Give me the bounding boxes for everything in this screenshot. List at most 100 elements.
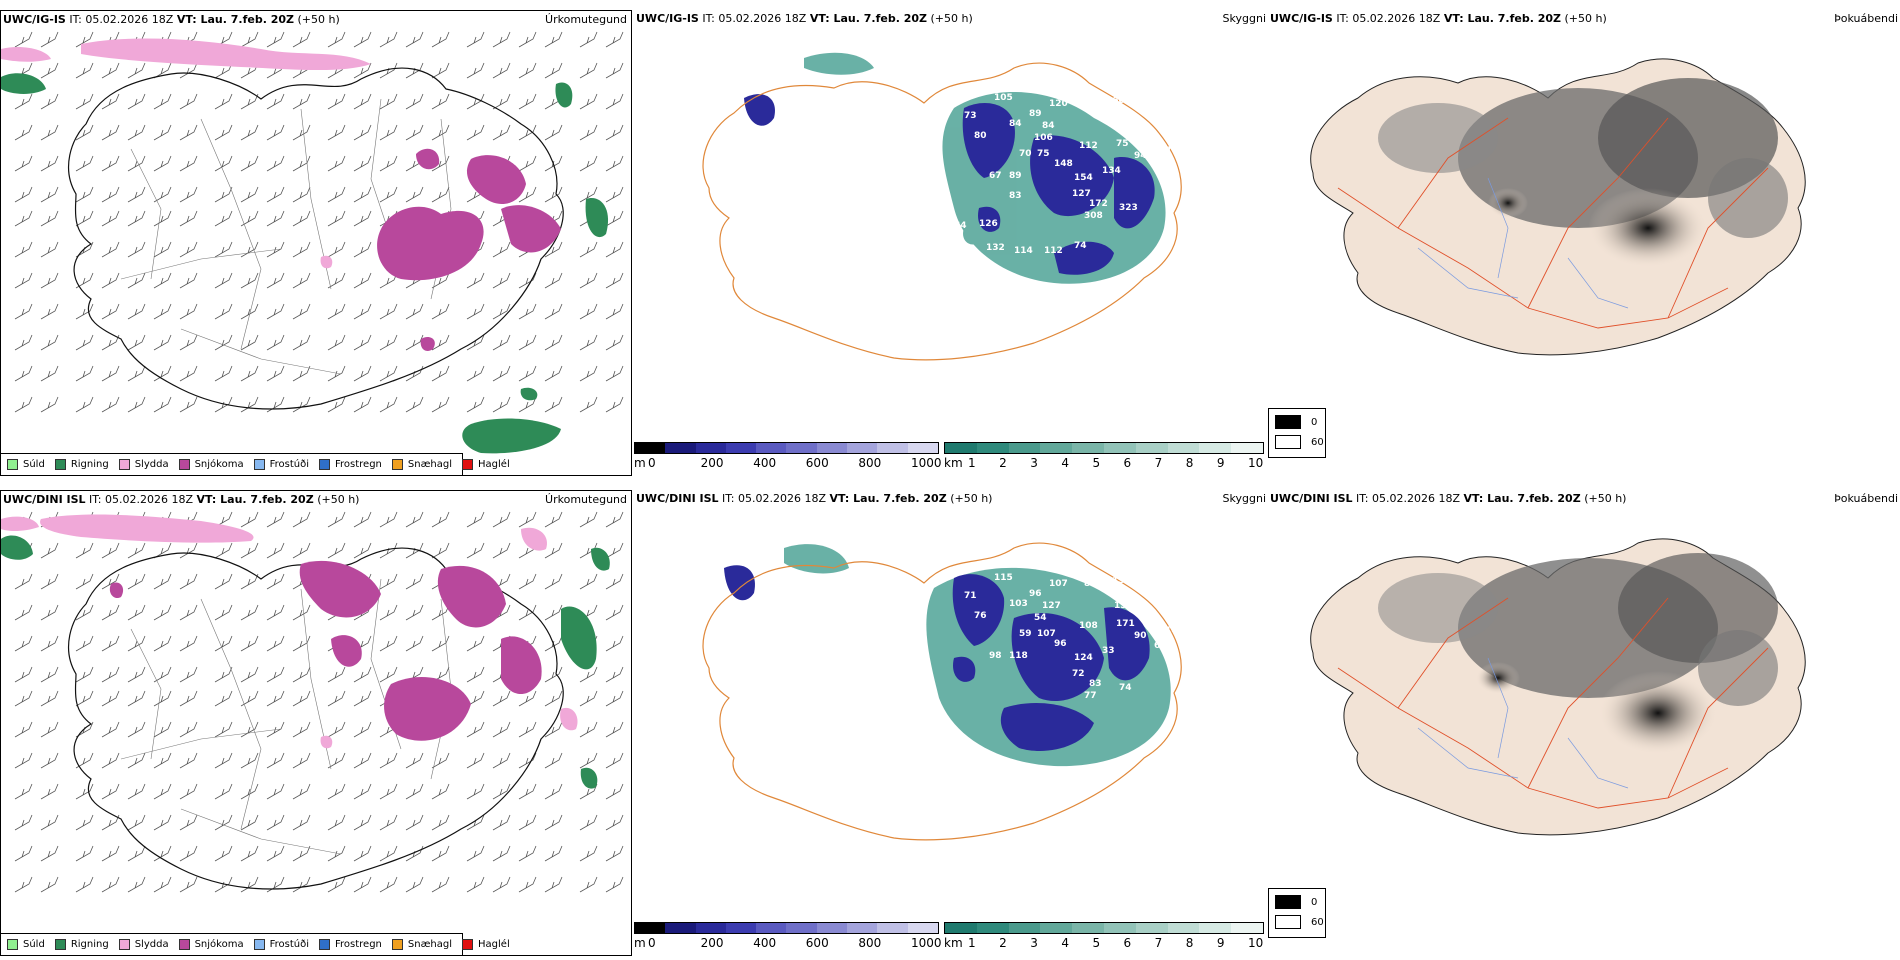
wind-barb	[179, 272, 198, 289]
cloud-base-label: 77	[1029, 561, 1042, 571]
wind-barb	[266, 396, 285, 413]
wind-barb	[379, 752, 398, 769]
wind-barb	[544, 124, 563, 141]
wind-barb	[127, 690, 146, 707]
wind-barb	[179, 783, 198, 800]
cloud-base-label: 64	[954, 221, 967, 231]
cloud-base-label: 115	[994, 573, 1013, 583]
wind-barb	[127, 604, 146, 621]
wind-barb	[579, 876, 598, 893]
wind-barb	[379, 783, 398, 800]
valid-time: VT: Lau. 7.feb. 20Z	[1443, 12, 1561, 25]
colorbar-tick: 9	[1216, 936, 1225, 950]
legend-item: Snæhagl	[391, 459, 452, 470]
colorbar-tick: 200	[700, 936, 724, 950]
wind-barb	[292, 721, 311, 738]
wind-barb	[266, 666, 285, 683]
fog-legend-swatch	[1275, 895, 1301, 909]
wind-barb	[240, 690, 259, 707]
fog-legend-item: 0	[1275, 415, 1317, 429]
wind-barb	[127, 721, 146, 738]
wind-barb	[127, 241, 146, 258]
wind-barb	[544, 365, 563, 382]
wind-barb	[266, 155, 285, 172]
wind-barb	[605, 155, 624, 172]
wind-barb	[466, 635, 485, 652]
wind-barb	[75, 876, 94, 893]
wind-barb	[179, 721, 198, 738]
wind-barb	[266, 334, 285, 351]
model-name: UWC/DINI ISL	[1270, 492, 1353, 505]
wind-barb	[544, 690, 563, 707]
wind-barb	[492, 93, 511, 110]
wind-barb	[101, 186, 120, 203]
wind-barb	[327, 303, 346, 320]
wind-barb	[127, 365, 146, 382]
wind-barb	[75, 124, 94, 141]
wind-barb	[327, 783, 346, 800]
wind-barb	[214, 666, 233, 683]
wind-barb	[544, 334, 563, 351]
colorbar-tick: 10	[1248, 936, 1264, 950]
legend-item: Snjókoma	[178, 939, 244, 950]
wind-barb	[492, 783, 511, 800]
panel-name: Þokuábendi	[1834, 492, 1898, 505]
colorbar-step	[665, 923, 696, 933]
wind-barb	[14, 783, 33, 800]
wind-barb	[292, 124, 311, 141]
colorbar-step	[847, 443, 878, 453]
wind-barb	[492, 690, 511, 707]
panel-title: UWC/IG-IS IT: 05.02.2026 18Z VT: Lau. 7.…	[1270, 12, 1607, 25]
wind-barb	[492, 752, 511, 769]
wind-barb	[327, 666, 346, 683]
wind-barb	[327, 210, 346, 227]
wind-barb	[327, 690, 346, 707]
wind-barb	[153, 334, 172, 351]
wind-barb	[101, 845, 120, 862]
wind-barb	[40, 604, 59, 621]
wind-barb	[353, 542, 372, 559]
iceland-outline	[68, 67, 564, 410]
colorbar-tick: 1000	[911, 936, 942, 950]
wind-barb	[466, 542, 485, 559]
cloud-base-label: 112	[1044, 246, 1063, 256]
wind-barb	[292, 604, 311, 621]
wind-barb	[492, 241, 511, 258]
wind-barb	[153, 365, 172, 382]
legend-swatch	[391, 939, 403, 950]
colorbar-step	[877, 923, 908, 933]
wind-barb	[40, 124, 59, 141]
colorbar-step	[1231, 443, 1263, 453]
wind-barb	[14, 210, 33, 227]
legend-item: Snæhagl	[391, 939, 452, 950]
wind-barb	[518, 511, 537, 528]
wind-barb	[379, 334, 398, 351]
legend-label: Snjókoma	[194, 939, 244, 950]
wind-barb	[292, 210, 311, 227]
wind-barb	[240, 334, 259, 351]
wind-barb	[431, 396, 450, 413]
wind-barb	[214, 186, 233, 203]
wind-barb	[240, 272, 259, 289]
precip-legend: Súld Rigning Slydda Snjókoma Frostúði Frostre…	[1, 453, 510, 475]
wind-barb	[153, 845, 172, 862]
wind-barb	[179, 814, 198, 831]
cloud-base-label: 106	[1034, 133, 1053, 143]
wind-barb	[240, 155, 259, 172]
wind-barb	[101, 303, 120, 320]
wind-barb	[240, 511, 259, 528]
wind-barb	[544, 241, 563, 258]
wind-barb	[214, 542, 233, 559]
wind-barb	[405, 334, 424, 351]
wind-barb	[266, 604, 285, 621]
wind-barb	[240, 124, 259, 141]
cloud-base-label: 80	[974, 131, 987, 141]
legend-label: Súld	[23, 939, 45, 950]
wind-barb	[405, 573, 424, 590]
wind-barb	[492, 303, 511, 320]
wind-barb	[153, 721, 172, 738]
wind-barb	[579, 666, 598, 683]
wind-barb	[266, 876, 285, 893]
wind-barb	[353, 721, 372, 738]
colorbar-tick: 2	[999, 456, 1007, 470]
